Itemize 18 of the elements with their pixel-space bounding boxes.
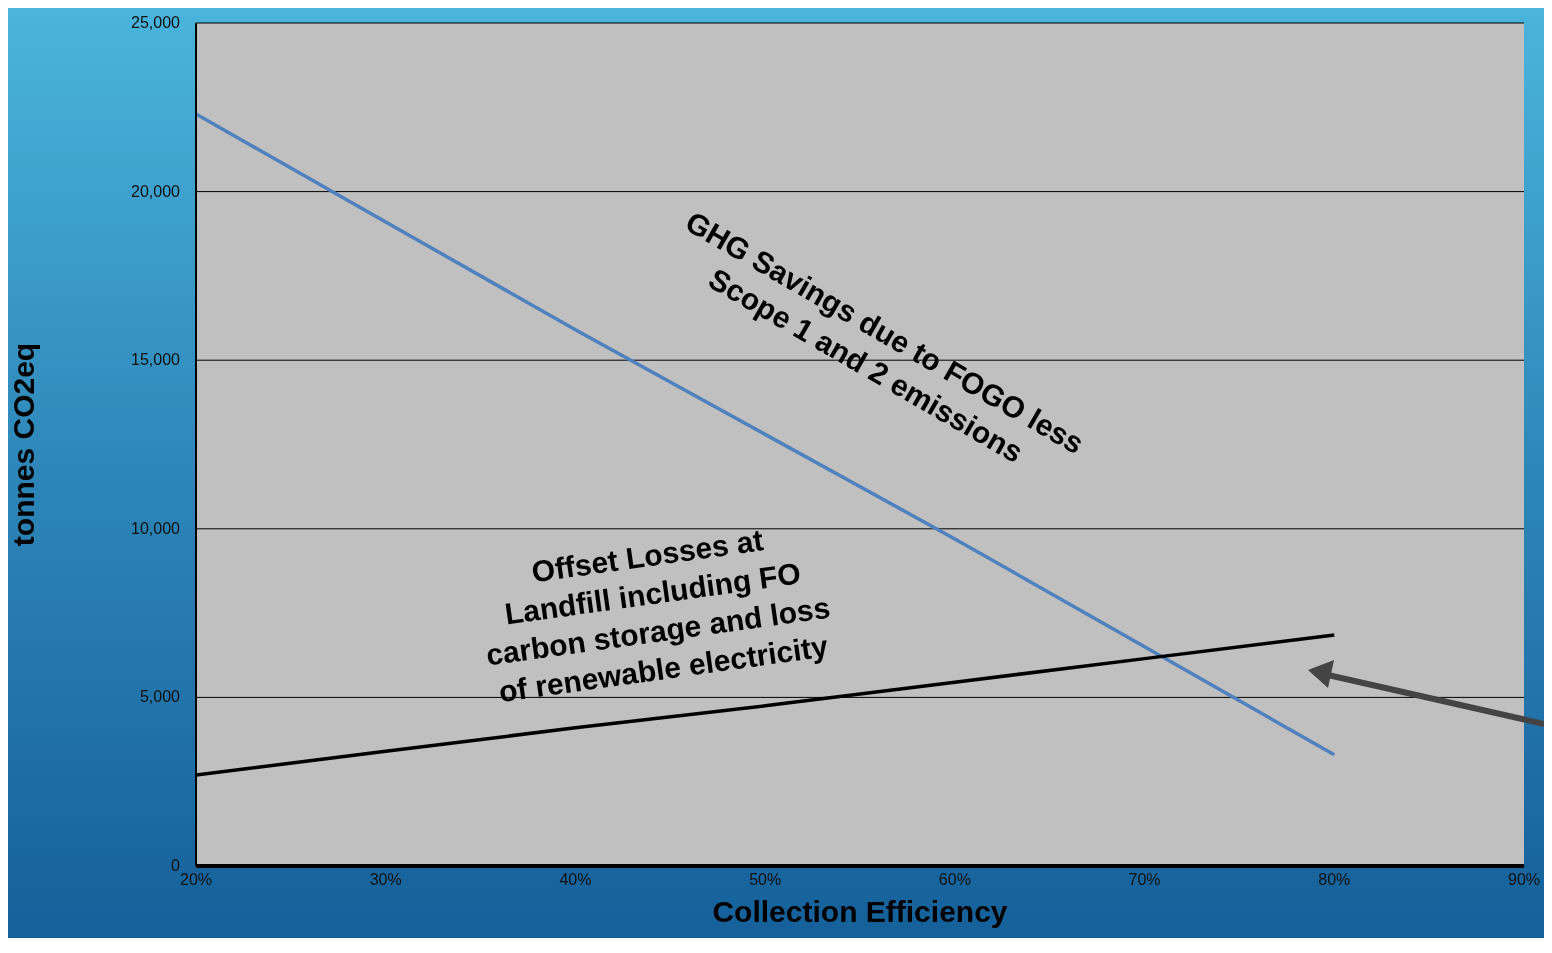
y-tick-label: 25,000	[131, 14, 181, 31]
text: Offset Losses at Landfill including FO carbon storage and loss of renewable electricity	[484, 523, 832, 709]
x-tick-label: 20%	[179, 871, 213, 889]
y-tick-label: 15,000	[131, 351, 181, 369]
x-axis-title: Collection Efficiency	[712, 895, 1008, 928]
x-tick-label: 30%	[369, 871, 402, 889]
y-tick-label: 5,000	[139, 688, 181, 706]
y-tick-label: 10,000	[131, 519, 181, 537]
x-tick-label: 90%	[1507, 871, 1541, 889]
x-tick-label: 60%	[938, 871, 971, 889]
y-tick-label: 0	[171, 857, 181, 874]
y-axis-title: tonnes CO2eq	[6, 342, 40, 547]
x-tick-label: 70%	[1128, 871, 1161, 889]
x-tick-label: 40%	[559, 871, 592, 889]
x-tick-label: 80%	[1318, 871, 1351, 889]
y-tick-label: 20,000	[131, 182, 181, 200]
x-tick-label: 50%	[749, 871, 782, 889]
line-series	[196, 112, 1337, 757]
